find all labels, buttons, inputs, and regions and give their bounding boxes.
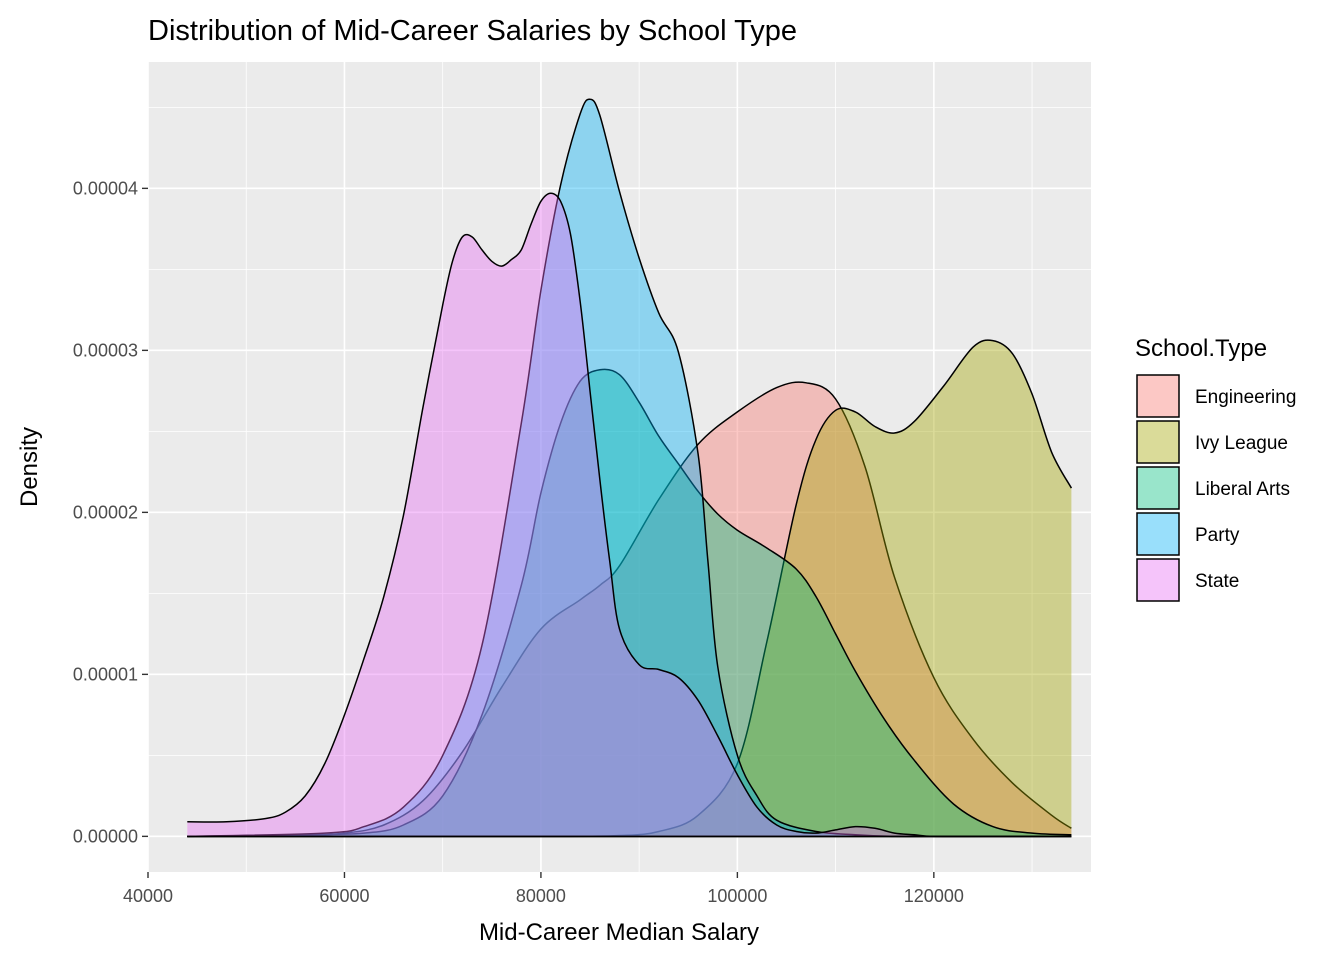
y-tick-label: 0.00004 [73,178,138,198]
legend-key-background [1137,421,1179,463]
x-tick-label: 60000 [319,886,369,906]
density-line-engineering [187,381,1072,838]
legend-key-ivy-league [1136,420,1180,464]
legend-key-liberal-arts [1136,466,1180,510]
legend-key-background [1137,375,1179,417]
density-line-liberal-arts [187,368,1072,838]
density-area-liberal-arts [187,369,1072,837]
x-axis-title: Mid-Career Median Salary [479,919,759,946]
y-tick-label: 0.00002 [73,502,138,522]
density-line-ivy-league [187,339,1073,838]
legend-key-background [1137,559,1179,601]
legend-label: Ivy League [1195,433,1288,454]
chart-title: Distribution of Mid-Career Salaries by S… [148,15,797,47]
legend-label: Engineering [1195,387,1296,408]
legend-key-background [1137,467,1179,509]
y-axis: 0.00000 0.00001 0.00002 0.00003 0.00004 [73,178,148,846]
density-area-party [187,99,1072,837]
y-axis-title: Density [16,427,43,507]
legend-label: Party [1195,525,1240,546]
density-line-party [187,98,1072,838]
x-tick-label: 80000 [516,886,566,906]
density-area-engineering [187,382,1072,837]
x-axis: 40000 60000 80000 100000 120000 [123,872,964,906]
x-tick-label: 100000 [707,886,767,906]
legend-key-party [1136,512,1180,556]
x-tick-label: 120000 [904,886,964,906]
y-tick-label: 0.00003 [73,340,138,360]
density-area-ivy-league [187,340,1072,837]
legend-key-background [1137,513,1179,555]
y-tick-label: 0.00001 [73,664,138,684]
legend: School.Type Engineering Ivy League Liberal… [1135,335,1296,602]
legend-key-engineering [1136,374,1180,418]
y-tick-label: 0.00000 [73,826,138,846]
legend-label: Liberal Arts [1195,479,1290,500]
density-area-state [187,193,1072,837]
legend-title: School.Type [1135,335,1267,362]
density-areas [187,98,1073,838]
density-line-state [187,192,1072,838]
x-tick-label: 40000 [123,886,173,906]
legend-key-state [1136,558,1180,602]
legend-label: State [1195,571,1239,592]
